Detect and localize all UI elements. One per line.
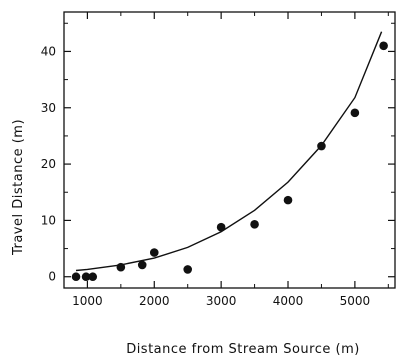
data-point — [88, 272, 98, 282]
data-point — [350, 108, 360, 118]
fit-curve — [75, 31, 383, 272]
y-tick-label: 20 — [41, 157, 56, 171]
fit-curve-layer — [75, 31, 383, 272]
x-axis-label: Distance from Stream Source (m) — [126, 342, 360, 357]
x-tick-label: 2000 — [139, 294, 170, 308]
x-tick-label: 1000 — [72, 294, 103, 308]
data-point — [149, 248, 159, 257]
data-point — [116, 262, 126, 272]
data-point — [379, 41, 388, 51]
data-point — [317, 141, 326, 151]
data-point — [71, 272, 81, 282]
data-point — [216, 222, 226, 232]
data-point — [250, 220, 259, 229]
y-tick-label: 40 — [41, 44, 56, 58]
x-tick-label: 5000 — [340, 294, 371, 308]
y-tick-label: 30 — [41, 101, 56, 115]
plot-frame — [63, 11, 396, 289]
data-point — [183, 265, 193, 274]
y-tick-label: 10 — [41, 213, 56, 227]
y-tick-label: 0 — [48, 270, 56, 284]
data-points — [71, 41, 388, 282]
data-point — [283, 195, 293, 205]
y-axis-label: Travel Distance (m) — [11, 119, 26, 256]
data-point — [137, 260, 147, 270]
x-tick-label: 3000 — [206, 294, 237, 308]
axis-ticks: 1000 2000 3000 4000 5000 0 10 20 30 40 — [41, 12, 395, 308]
data-point — [81, 272, 91, 282]
plot-border — [63, 11, 396, 289]
x-tick-label: 4000 — [273, 294, 304, 308]
